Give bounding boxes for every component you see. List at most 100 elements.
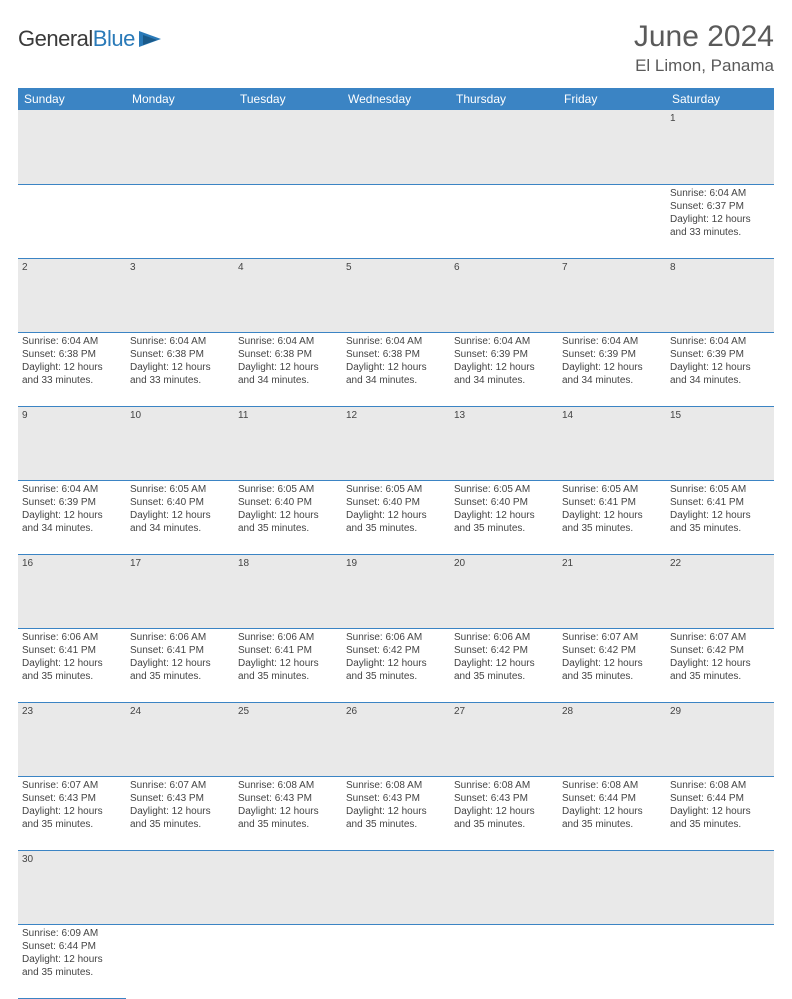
month-title: June 2024 — [634, 20, 774, 54]
daynum-row: 9101112131415 — [18, 406, 774, 480]
sunrise-text: Sunrise: 6:08 AM — [670, 779, 770, 792]
daylight-text: Daylight: 12 hours and 35 minutes. — [670, 657, 770, 683]
day-number: 28 — [558, 702, 666, 776]
day-cell: Sunrise: 6:05 AMSunset: 6:41 PMDaylight:… — [558, 480, 666, 554]
daynum-row: 2345678 — [18, 258, 774, 332]
day-number: 16 — [18, 554, 126, 628]
sunset-text: Sunset: 6:40 PM — [238, 496, 338, 509]
sunrise-text: Sunrise: 6:05 AM — [562, 483, 662, 496]
sunrise-text: Sunrise: 6:09 AM — [22, 927, 122, 940]
day-cell: Sunrise: 6:04 AMSunset: 6:38 PMDaylight:… — [18, 332, 126, 406]
sunset-text: Sunset: 6:38 PM — [346, 348, 446, 361]
flag-icon — [139, 29, 165, 49]
sunrise-text: Sunrise: 6:04 AM — [238, 335, 338, 348]
daylight-text: Daylight: 12 hours and 35 minutes. — [238, 657, 338, 683]
day-cell: Sunrise: 6:09 AMSunset: 6:44 PMDaylight:… — [18, 924, 126, 998]
daylight-text: Daylight: 12 hours and 34 minutes. — [130, 509, 230, 535]
day-number: 30 — [18, 850, 126, 924]
page-header: GeneralBlue June 2024 El Limon, Panama — [18, 20, 774, 76]
empty-cell — [450, 184, 558, 258]
day-number: 2 — [18, 258, 126, 332]
day-number: 9 — [18, 406, 126, 480]
empty-cell — [558, 184, 666, 258]
content-row: Sunrise: 6:04 AMSunset: 6:37 PMDaylight:… — [18, 184, 774, 258]
sunrise-text: Sunrise: 6:04 AM — [670, 335, 770, 348]
daylight-text: Daylight: 12 hours and 34 minutes. — [670, 361, 770, 387]
sunrise-text: Sunrise: 6:06 AM — [238, 631, 338, 644]
sunset-text: Sunset: 6:41 PM — [670, 496, 770, 509]
day-number: 25 — [234, 702, 342, 776]
sunset-text: Sunset: 6:44 PM — [22, 940, 122, 953]
day-cell: Sunrise: 6:07 AMSunset: 6:42 PMDaylight:… — [666, 628, 774, 702]
day-cell: Sunrise: 6:05 AMSunset: 6:41 PMDaylight:… — [666, 480, 774, 554]
day-cell: Sunrise: 6:04 AMSunset: 6:37 PMDaylight:… — [666, 184, 774, 258]
empty-cell — [126, 184, 234, 258]
day-number — [126, 850, 234, 924]
day-number: 7 — [558, 258, 666, 332]
sunrise-text: Sunrise: 6:08 AM — [454, 779, 554, 792]
brand-text: GeneralBlue — [18, 26, 135, 52]
daylight-text: Daylight: 12 hours and 33 minutes. — [130, 361, 230, 387]
sunset-text: Sunset: 6:43 PM — [22, 792, 122, 805]
day-cell: Sunrise: 6:07 AMSunset: 6:43 PMDaylight:… — [18, 776, 126, 850]
daylight-text: Daylight: 12 hours and 35 minutes. — [22, 657, 122, 683]
day-number: 1 — [666, 110, 774, 184]
sunrise-text: Sunrise: 6:07 AM — [130, 779, 230, 792]
daylight-text: Daylight: 12 hours and 34 minutes. — [454, 361, 554, 387]
day-cell: Sunrise: 6:06 AMSunset: 6:41 PMDaylight:… — [18, 628, 126, 702]
day-cell: Sunrise: 6:04 AMSunset: 6:38 PMDaylight:… — [126, 332, 234, 406]
day-number: 27 — [450, 702, 558, 776]
day-header: Friday — [558, 88, 666, 110]
content-row: Sunrise: 6:07 AM Sunset: 6:43 PM Daylight:… — [18, 776, 774, 850]
daynum-row: 23242526272829 — [18, 702, 774, 776]
day-number: 15 — [666, 406, 774, 480]
sunset-text: Sunset: 6:41 PM — [130, 644, 230, 657]
daylight-text: Daylight: 12 hours and 34 minutes. — [346, 361, 446, 387]
daylight-text: Daylight: 12 hours and 35 minutes. — [346, 805, 446, 831]
daylight-text: Daylight: 12 hours and 35 minutes. — [454, 805, 554, 831]
day-number — [126, 110, 234, 184]
day-cell: Sunrise: 6:07 AMSunset: 6:43 PMDaylight:… — [126, 776, 234, 850]
day-cell: Sunrise: 6:08 AMSunset: 6:44 PMDaylight:… — [666, 776, 774, 850]
daylight-text: Daylight: 12 hours and 34 minutes. — [562, 361, 662, 387]
day-cell: Sunrise: 6:05 AMSunset: 6:40 PMDaylight:… — [342, 480, 450, 554]
day-cell: Sunrise: 6:06 AMSunset: 6:42 PMDaylight:… — [450, 628, 558, 702]
sunset-text: Sunset: 6:41 PM — [238, 644, 338, 657]
day-number — [234, 850, 342, 924]
day-number: 24 — [126, 702, 234, 776]
sunset-text: Sunset: 6:41 PM — [22, 644, 122, 657]
daylight-text: Daylight: 12 hours and 35 minutes. — [562, 509, 662, 535]
day-number — [18, 110, 126, 184]
day-cell: Sunrise: 6:05 AMSunset: 6:40 PMDaylight:… — [450, 480, 558, 554]
day-cell: Sunrise: 6:04 AMSunset: 6:39 PMDaylight:… — [18, 480, 126, 554]
sunset-text: Sunset: 6:38 PM — [130, 348, 230, 361]
sunset-text: Sunset: 6:39 PM — [670, 348, 770, 361]
sunset-text: Sunset: 6:39 PM — [562, 348, 662, 361]
day-number: 20 — [450, 554, 558, 628]
daylight-text: Daylight: 12 hours and 35 minutes. — [454, 509, 554, 535]
daylight-text: Daylight: 12 hours and 35 minutes. — [238, 509, 338, 535]
sunset-text: Sunset: 6:44 PM — [670, 792, 770, 805]
day-cell: Sunrise: 6:04 AMSunset: 6:39 PMDaylight:… — [450, 332, 558, 406]
calendar-table: SundayMondayTuesdayWednesdayThursdayFrid… — [18, 88, 774, 999]
day-number — [558, 850, 666, 924]
empty-cell — [342, 924, 450, 998]
day-number: 4 — [234, 258, 342, 332]
sunset-text: Sunset: 6:44 PM — [562, 792, 662, 805]
sunrise-text: Sunrise: 6:08 AM — [562, 779, 662, 792]
sunset-text: Sunset: 6:40 PM — [346, 496, 446, 509]
content-row: Sunrise: 6:06 AMSunset: 6:41 PMDaylight:… — [18, 628, 774, 702]
day-number: 11 — [234, 406, 342, 480]
sunrise-text: Sunrise: 6:05 AM — [346, 483, 446, 496]
day-cell: Sunrise: 6:08 AMSunset: 6:44 PMDaylight:… — [558, 776, 666, 850]
daynum-row: 16171819202122 — [18, 554, 774, 628]
day-cell: Sunrise: 6:07 AMSunset: 6:42 PMDaylight:… — [558, 628, 666, 702]
day-cell: Sunrise: 6:05 AMSunset: 6:40 PMDaylight:… — [234, 480, 342, 554]
daynum-row: 1 — [18, 110, 774, 184]
day-number: 13 — [450, 406, 558, 480]
empty-cell — [450, 924, 558, 998]
day-cell: Sunrise: 6:08 AMSunset: 6:43 PMDaylight:… — [234, 776, 342, 850]
day-number: 19 — [342, 554, 450, 628]
daylight-text: Daylight: 12 hours and 33 minutes. — [22, 361, 122, 387]
day-cell: Sunrise: 6:08 AMSunset: 6:43 PMDaylight:… — [450, 776, 558, 850]
